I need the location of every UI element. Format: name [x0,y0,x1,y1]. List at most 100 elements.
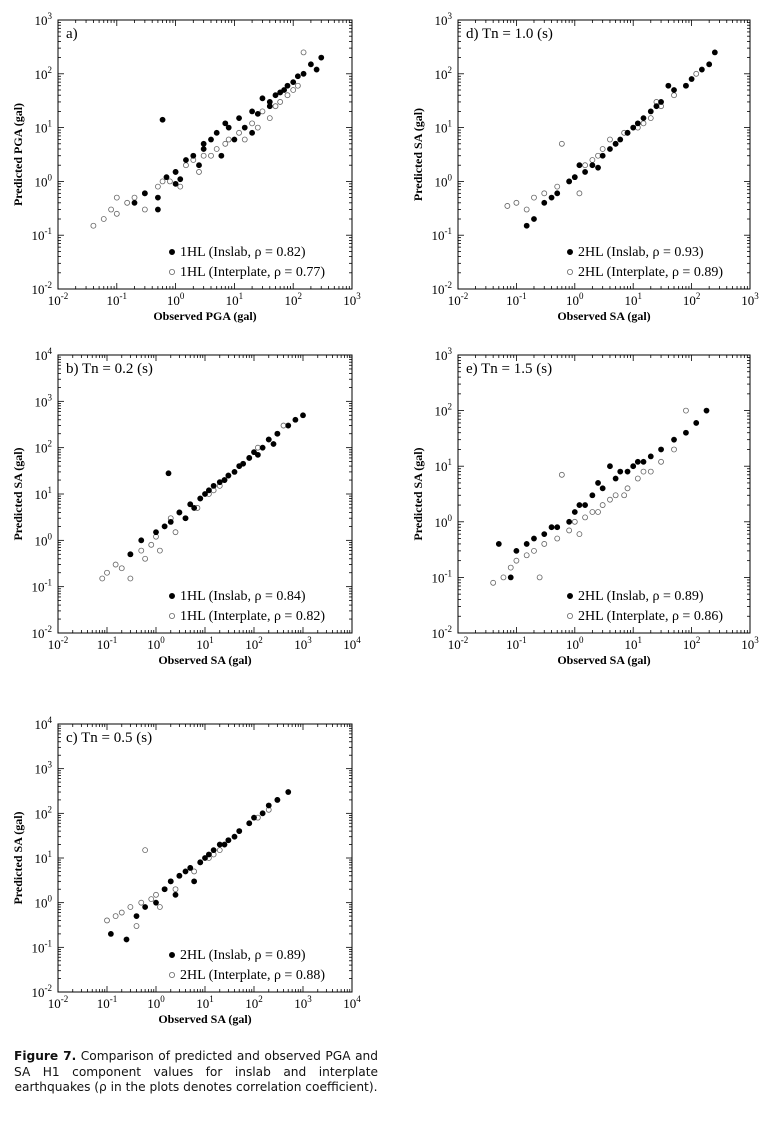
data-point-interplate [118,565,125,572]
data-point-inslab [599,485,606,492]
x-tick-label: 10-2 [48,994,69,1011]
data-point-inslab [630,463,637,470]
data-point-interplate [99,575,106,582]
x-tick-label: 100 [167,291,185,308]
data-point-interplate [634,475,641,482]
data-point-interplate [272,103,279,110]
data-point-interplate [104,569,110,576]
x-axis-label: Observed SA (gal) [158,653,251,667]
data-point-inslab [290,79,297,86]
x-tick-label: 101 [624,291,642,308]
data-point-interplate [208,152,214,159]
data-point-inslab [576,162,583,169]
data-point-interplate [513,199,520,206]
data-point-inslab [523,222,530,229]
data-point-interplate [156,904,163,910]
data-point-inslab [236,828,243,835]
y-tick-label: 10-1 [32,938,53,955]
panel-label: c) Tn = 0.5 (s) [66,730,152,746]
data-point-inslab [285,422,292,429]
data-point-inslab [541,531,548,538]
legend-marker [168,593,175,600]
data-point-inslab [265,802,272,809]
x-tick-label: 102 [245,994,263,1011]
data-point-interplate [490,579,497,586]
data-point-interplate [599,502,606,508]
data-point-inslab [294,73,301,80]
data-point-inslab [507,574,514,581]
data-point-interplate [191,868,198,875]
data-point-inslab [640,115,647,122]
y-tick-label: 102 [35,439,53,456]
data-point-inslab [236,115,242,122]
x-tick-label: 10-1 [97,635,118,652]
panel-label: d) Tn = 1.0 (s) [466,26,553,42]
data-point-interplate [523,552,530,559]
data-point-inslab [131,199,138,206]
x-axis-label: Observed SA (gal) [158,1012,251,1026]
y-tick-label: 103 [435,11,453,28]
data-point-interplate [124,199,131,206]
y-tick-label: 101 [35,119,53,136]
x-tick-label: 10-2 [48,635,69,652]
data-point-interplate [576,531,583,538]
data-point-interplate [513,557,520,564]
plot-frame [457,19,751,290]
data-point-inslab [308,61,314,68]
data-point-interplate [284,92,291,99]
data-point-interplate [671,446,677,453]
data-point-interplate [142,847,149,854]
data-point-inslab [172,180,179,187]
data-point-interplate [294,82,301,89]
data-point-inslab [141,190,148,197]
x-tick-label: 100 [566,291,584,308]
data-point-inslab [300,70,307,77]
data-point-inslab [274,796,281,803]
data-point-interplate [599,146,606,152]
x-tick-label: 103 [741,635,759,652]
data-point-interplate [167,178,173,185]
data-point-interplate [693,70,700,77]
data-point-inslab [183,157,189,163]
data-point-inslab [205,487,212,494]
data-point-inslab [698,66,705,73]
data-point-interplate [531,194,537,201]
data-point-inslab [292,416,299,423]
data-point-interplate [566,527,573,534]
data-point-inslab [671,436,677,443]
y-axis-label: Predicted PGA (gal) [11,103,25,206]
data-point-inslab [554,190,561,197]
data-point-inslab [599,152,606,159]
data-point-inslab [154,194,161,201]
data-point-inslab [225,124,232,131]
data-point-inslab [272,92,279,99]
y-tick-label: 102 [435,65,453,82]
data-point-inslab [313,66,320,73]
legend-marker [168,613,175,620]
data-point-interplate [236,129,242,136]
data-point-inslab [281,87,287,93]
data-point-inslab [274,430,281,437]
x-tick-label: 101 [196,635,214,652]
y-tick-label: 104 [35,715,53,732]
data-point-interplate [177,183,184,190]
data-point-inslab [634,120,641,127]
data-point-inslab [200,146,207,152]
data-point-inslab [172,169,179,175]
data-point-inslab [703,407,710,414]
y-tick-label: 10-1 [32,226,53,243]
legend-label: 2HL (Interplate, ρ = 0.88) [180,968,325,983]
data-point-inslab [187,501,194,508]
data-point-inslab [216,479,223,486]
data-point-interplate [683,407,689,414]
data-point-inslab [693,420,700,426]
data-point-inslab [225,472,232,479]
data-point-inslab [671,87,677,93]
x-tick-label: 102 [245,635,263,652]
data-point-inslab [161,523,168,530]
data-point-inslab [582,502,588,508]
data-point-inslab [225,837,232,844]
data-point-interplate [159,178,166,185]
data-point-interplate [108,206,115,213]
data-point-inslab [284,82,291,89]
